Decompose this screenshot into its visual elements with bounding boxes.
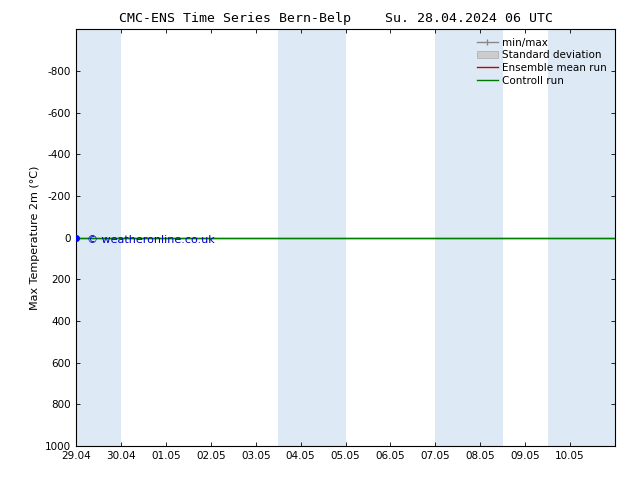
Text: Su. 28.04.2024 06 UTC: Su. 28.04.2024 06 UTC (385, 12, 553, 25)
Text: CMC-ENS Time Series Bern-Belp: CMC-ENS Time Series Bern-Belp (119, 12, 351, 25)
Bar (548, 29, 615, 446)
Legend: min/max, Standard deviation, Ensemble mean run, Controll run: min/max, Standard deviation, Ensemble me… (474, 35, 610, 89)
Bar (436, 29, 503, 446)
Y-axis label: Max Temperature 2m (°C): Max Temperature 2m (°C) (30, 166, 39, 310)
Bar (76, 29, 121, 446)
Bar (278, 29, 346, 446)
Text: © weatheronline.co.uk: © weatheronline.co.uk (87, 235, 214, 245)
